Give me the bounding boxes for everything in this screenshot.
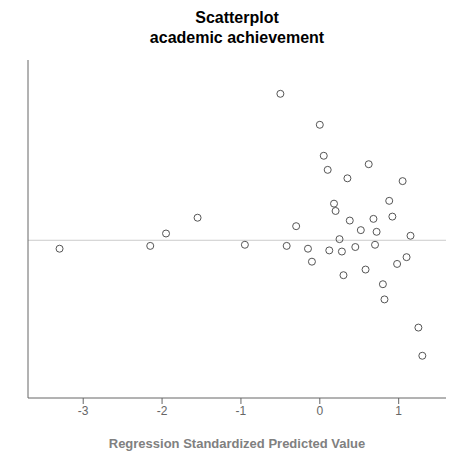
svg-text:-3: -3 (78, 404, 89, 418)
html-text:academic achievement: academic achievement (149, 29, 325, 46)
svg-text:-2: -2 (157, 404, 168, 418)
html-text:Scatterplot: Scatterplot (195, 9, 279, 26)
svg-text:Regression Standardized Predic: Regression Standardized Predicted Value (109, 436, 365, 451)
svg-text:-1: -1 (236, 404, 247, 418)
svg-text:0: 0 (316, 404, 323, 418)
svg-text:1: 1 (395, 404, 402, 418)
